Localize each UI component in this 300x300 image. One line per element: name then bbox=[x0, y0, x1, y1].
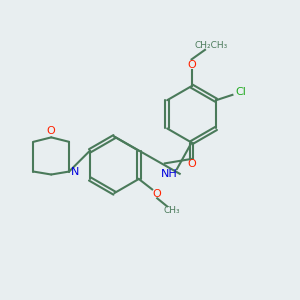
Text: O: O bbox=[187, 60, 196, 70]
Text: O: O bbox=[47, 126, 56, 136]
Text: N: N bbox=[71, 167, 79, 176]
Text: CH₃: CH₃ bbox=[163, 206, 180, 215]
Text: NH: NH bbox=[161, 169, 178, 179]
Text: O: O bbox=[187, 159, 196, 169]
Text: O: O bbox=[153, 189, 162, 200]
Text: CH₂CH₃: CH₂CH₃ bbox=[194, 41, 228, 50]
Text: Cl: Cl bbox=[235, 87, 246, 97]
